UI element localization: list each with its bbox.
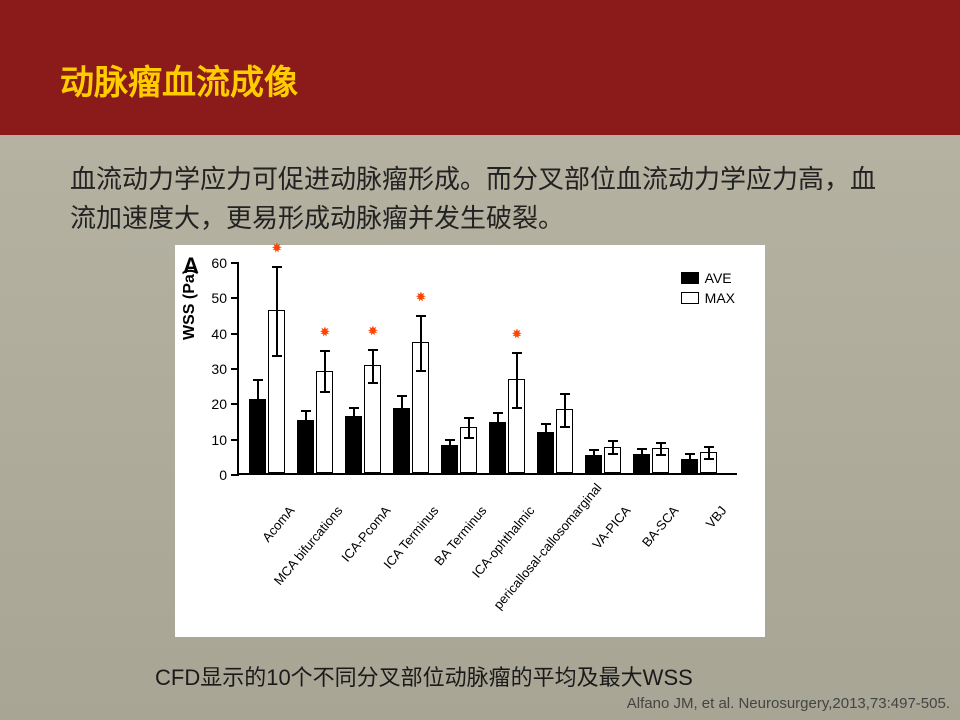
legend-row-ave: AVE xyxy=(681,270,735,286)
error-bar xyxy=(545,423,547,444)
y-tick xyxy=(231,333,239,335)
y-tick xyxy=(231,439,239,441)
x-label: MCA bifurcations xyxy=(250,503,345,612)
bar-ave xyxy=(681,459,698,473)
y-tick-label: 10 xyxy=(197,432,227,448)
legend-label-ave: AVE xyxy=(705,270,732,286)
error-bar xyxy=(689,453,691,467)
error-bar xyxy=(372,349,374,384)
y-tick xyxy=(231,368,239,370)
y-tick xyxy=(231,262,239,264)
plot-area: 0102030405060AcomAMCA bifurcationsICA-Pc… xyxy=(237,263,737,475)
y-tick-label: 20 xyxy=(197,396,227,412)
error-bar xyxy=(324,350,326,392)
error-bar xyxy=(353,407,355,428)
bar-max xyxy=(268,310,285,473)
error-bar xyxy=(401,395,403,423)
x-label: VBJ xyxy=(634,503,729,612)
legend-label-max: MAX xyxy=(705,290,735,306)
error-bar xyxy=(641,448,643,462)
y-tick-label: 0 xyxy=(197,467,227,483)
legend-swatch-ave xyxy=(681,272,699,284)
bar-max xyxy=(460,427,477,473)
bar-ave xyxy=(345,416,362,473)
chart-legend: AVE MAX xyxy=(681,270,735,310)
chart-caption: CFD显示的10个不同分叉部位动脉瘤的平均及最大WSS xyxy=(155,660,693,692)
bar-ave xyxy=(441,445,458,473)
bar-ave xyxy=(249,399,266,473)
significance-star-icon xyxy=(508,327,526,345)
y-tick-label: 50 xyxy=(197,290,227,306)
significance-star-icon xyxy=(364,324,382,342)
bar-ave xyxy=(489,422,506,473)
bar-ave xyxy=(585,455,602,473)
x-label: ICA Terminus xyxy=(346,503,441,612)
error-bar xyxy=(516,352,518,409)
bar-max xyxy=(316,371,333,473)
bar-ave xyxy=(633,454,650,473)
bar-max xyxy=(508,379,525,473)
error-bar xyxy=(420,315,422,372)
x-label: AcomA xyxy=(202,503,297,612)
error-bar xyxy=(612,440,614,454)
bar-ave xyxy=(393,408,410,473)
x-label: ICA-PcomA xyxy=(298,503,393,612)
x-label: BA-SCA xyxy=(586,503,681,612)
slide-title: 动脉瘤血流成像 xyxy=(60,55,960,104)
bar-max xyxy=(604,447,621,474)
significance-star-icon xyxy=(268,241,286,259)
error-bar xyxy=(497,412,499,433)
error-bar xyxy=(708,446,710,460)
error-bar xyxy=(305,410,307,431)
y-tick xyxy=(231,474,239,476)
bar-max xyxy=(364,365,381,473)
bar-ave xyxy=(537,432,554,473)
slide-header: 动脉瘤血流成像 xyxy=(0,0,960,135)
y-tick xyxy=(231,403,239,405)
body-text: 血流动力学应力可促进动脉瘤形成。而分叉部位血流动力学应力高，血流加速度大，更易形… xyxy=(0,135,960,238)
legend-row-max: MAX xyxy=(681,290,735,306)
error-bar xyxy=(660,442,662,456)
error-bar xyxy=(276,266,278,358)
bar-ave xyxy=(297,420,314,473)
legend-swatch-max xyxy=(681,292,699,304)
error-bar xyxy=(257,379,259,421)
x-label: VA-PICA xyxy=(538,503,633,612)
y-tick-label: 60 xyxy=(197,255,227,271)
x-label: ICA-ophthalmic xyxy=(442,503,537,612)
y-tick-label: 30 xyxy=(197,361,227,377)
y-tick xyxy=(231,297,239,299)
error-bar xyxy=(564,393,566,428)
significance-star-icon xyxy=(316,325,334,343)
bar-max xyxy=(556,409,573,473)
citation: Alfano JM, et al. Neurosurgery,2013,73:4… xyxy=(627,695,950,712)
y-tick-label: 40 xyxy=(197,326,227,342)
error-bar xyxy=(593,449,595,463)
x-label: BA Terminus xyxy=(394,503,489,612)
error-bar xyxy=(449,439,451,453)
error-bar xyxy=(468,417,470,438)
bar-max xyxy=(652,448,669,473)
wss-chart: A WSS (Pa) 0102030405060AcomAMCA bifurca… xyxy=(175,245,765,637)
x-label: pericallosal-callosomarginal xyxy=(490,503,585,612)
bar-max xyxy=(700,452,717,473)
bar-max xyxy=(412,342,429,473)
significance-star-icon xyxy=(412,290,430,308)
